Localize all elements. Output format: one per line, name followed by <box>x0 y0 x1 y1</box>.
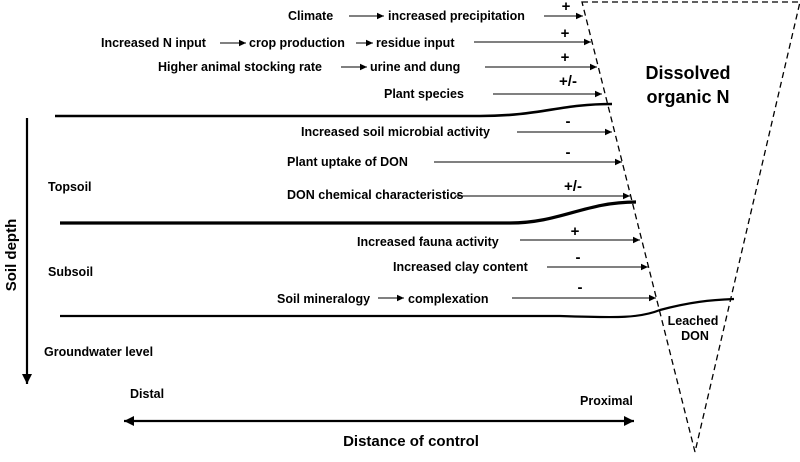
stocking-cause: Higher animal stocking rate <box>158 60 322 74</box>
plant-species-sign: +/- <box>559 73 577 90</box>
subsoil-label: Subsoil <box>48 265 93 279</box>
don-chem-sign: +/- <box>564 178 582 195</box>
n-input-middle: crop production <box>249 36 345 50</box>
topsoil-label: Topsoil <box>48 180 92 194</box>
climate-cause: Climate <box>288 9 333 23</box>
mineralogy-cause: Soil mineralogy <box>277 292 370 306</box>
don-pool-triangle <box>581 1 800 453</box>
n-input-sign: + <box>561 25 570 42</box>
leached-don-line1: Leached <box>668 314 719 328</box>
stocking-effect: urine and dung <box>370 60 460 74</box>
distal-label: Distal <box>130 387 164 401</box>
mineralogy-effect: complexation <box>408 292 489 306</box>
stocking-sign: + <box>561 49 570 66</box>
groundwater-label: Groundwater level <box>44 345 153 359</box>
plant-species-label: Plant species <box>384 87 464 101</box>
don-chem-label: DON chemical characteristics <box>287 188 464 202</box>
groundwater-boundary-line <box>60 297 735 319</box>
plant-uptake-sign: - <box>566 144 571 161</box>
surface-boundary-line <box>55 102 613 118</box>
don-pool-title-line2: organic N <box>646 87 729 107</box>
microbial-sign: - <box>566 113 571 130</box>
leached-don-line2: DON <box>681 329 709 343</box>
fauna-label: Increased fauna activity <box>357 235 499 249</box>
climate-sign: + <box>562 0 571 15</box>
microbial-label: Increased soil microbial activity <box>301 125 490 139</box>
clay-label: Increased clay content <box>393 260 529 274</box>
proximal-label: Proximal <box>580 394 633 408</box>
mineralogy-sign: - <box>578 279 583 296</box>
distance-label: Distance of control <box>343 433 479 450</box>
clay-sign: - <box>576 249 581 266</box>
don-pool-title-line1: Dissolved <box>645 63 730 83</box>
climate-effect: increased precipitation <box>388 9 525 23</box>
fauna-sign: + <box>571 223 580 240</box>
plant-uptake-label: Plant uptake of DON <box>287 155 408 169</box>
n-input-cause: Increased N input <box>101 36 207 50</box>
soil-depth-label: Soil depth <box>3 219 20 292</box>
topsoil-boundary-line <box>60 200 637 225</box>
n-input-effect: residue input <box>376 36 455 50</box>
